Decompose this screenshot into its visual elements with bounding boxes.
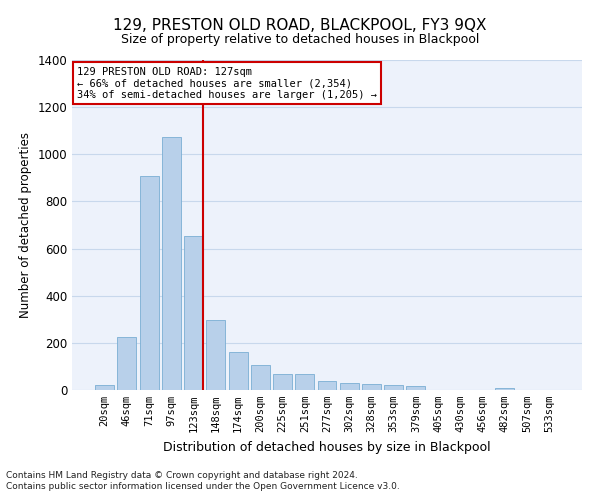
Bar bbox=[162, 136, 181, 390]
Bar bbox=[273, 374, 292, 390]
Bar bbox=[340, 384, 359, 390]
Bar bbox=[496, 388, 514, 390]
Bar bbox=[251, 365, 270, 390]
Bar bbox=[206, 320, 225, 390]
Bar bbox=[95, 386, 114, 390]
Bar bbox=[362, 384, 381, 390]
Text: Contains public sector information licensed under the Open Government Licence v3: Contains public sector information licen… bbox=[6, 482, 400, 491]
X-axis label: Distribution of detached houses by size in Blackpool: Distribution of detached houses by size … bbox=[163, 440, 491, 454]
Bar bbox=[384, 385, 403, 390]
Bar bbox=[406, 386, 425, 390]
Text: 129, PRESTON OLD ROAD, BLACKPOOL, FY3 9QX: 129, PRESTON OLD ROAD, BLACKPOOL, FY3 9Q… bbox=[113, 18, 487, 32]
Bar bbox=[118, 337, 136, 390]
Bar bbox=[229, 352, 248, 390]
Text: 129 PRESTON OLD ROAD: 127sqm
← 66% of detached houses are smaller (2,354)
34% of: 129 PRESTON OLD ROAD: 127sqm ← 66% of de… bbox=[77, 66, 377, 100]
Text: Contains HM Land Registry data © Crown copyright and database right 2024.: Contains HM Land Registry data © Crown c… bbox=[6, 470, 358, 480]
Text: Size of property relative to detached houses in Blackpool: Size of property relative to detached ho… bbox=[121, 32, 479, 46]
Bar bbox=[295, 374, 314, 390]
Bar bbox=[140, 176, 158, 390]
Bar bbox=[184, 236, 203, 390]
Bar bbox=[317, 381, 337, 390]
Y-axis label: Number of detached properties: Number of detached properties bbox=[19, 132, 32, 318]
